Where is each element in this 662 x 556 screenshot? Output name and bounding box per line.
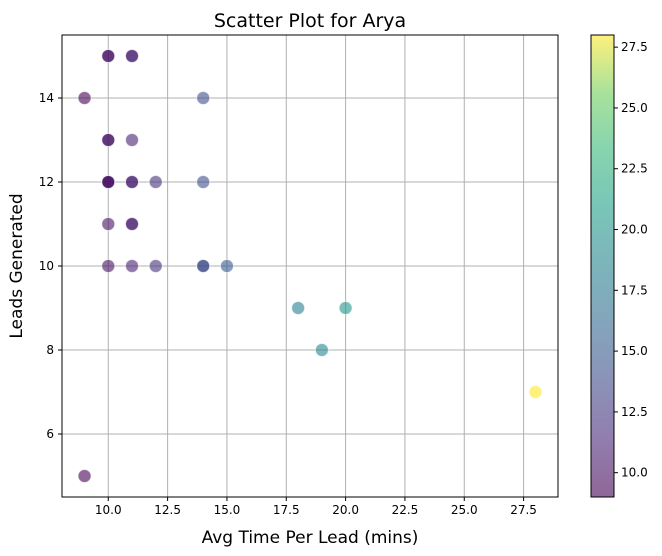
y-tick-label: 6	[46, 427, 54, 441]
y-tick-label: 14	[39, 91, 54, 105]
data-point	[125, 217, 140, 231]
x-tick-label: 12.5	[154, 503, 181, 517]
colorbar-fill	[591, 35, 614, 497]
colorbar-tick-label: 15.0	[621, 344, 648, 358]
data-point	[125, 133, 140, 147]
data-point	[291, 301, 306, 315]
x-tick-label: 20.0	[332, 503, 359, 517]
data-point	[101, 49, 116, 63]
grid-lines	[62, 35, 558, 497]
data-point	[77, 469, 92, 483]
x-axis-label: Avg Time Per Lead (mins)	[202, 528, 419, 548]
colorbar: 10.0 12.5 15.0 17.5 20.0 22.5 25.0 27.5	[590, 34, 648, 498]
y-tick-label: 8	[46, 343, 54, 357]
colorbar-tick-label: 22.5	[621, 162, 648, 176]
data-point	[338, 301, 353, 315]
data-point	[77, 91, 92, 105]
data-point	[196, 175, 211, 189]
x-tick-label: 10.0	[95, 503, 122, 517]
colorbar-tick-label: 17.5	[621, 283, 648, 297]
data-point	[148, 259, 163, 273]
data-point	[125, 175, 140, 189]
data-point	[196, 259, 211, 273]
colorbar-tick-label: 27.5	[621, 40, 648, 54]
data-points	[77, 49, 543, 483]
x-axis-ticks: 10.0 12.5 15.0 17.5 20.0 22.5 25.0 27.5	[95, 497, 537, 517]
data-point	[148, 175, 163, 189]
x-tick-label: 15.0	[214, 503, 241, 517]
data-point	[101, 217, 116, 231]
data-point	[101, 133, 116, 147]
data-point	[125, 49, 140, 63]
chart-title: Scatter Plot for Arya	[214, 10, 406, 32]
x-tick-label: 17.5	[273, 503, 300, 517]
data-point	[101, 175, 116, 189]
colorbar-tick-label: 20.0	[621, 223, 648, 237]
colorbar-ticks: 10.0 12.5 15.0 17.5 20.0 22.5 25.0 27.5	[614, 40, 648, 480]
data-point	[314, 343, 329, 357]
colorbar-tick-label: 12.5	[621, 405, 648, 419]
y-axis-label: Leads Generated	[7, 193, 27, 338]
colorbar-frame	[590, 34, 615, 498]
x-tick-label: 27.5	[510, 503, 537, 517]
y-tick-label: 12	[39, 175, 54, 189]
data-point	[219, 259, 234, 273]
data-point	[528, 385, 543, 399]
colorbar-tick-label: 10.0	[621, 466, 648, 480]
data-point	[125, 259, 140, 273]
y-tick-label: 10	[39, 259, 54, 273]
data-point	[196, 91, 211, 105]
y-axis-ticks: 6 8 10 12 14	[39, 91, 62, 441]
x-tick-label: 25.0	[451, 503, 478, 517]
x-tick-label: 22.5	[392, 503, 419, 517]
data-point	[101, 259, 116, 273]
colorbar-tick-label: 25.0	[621, 101, 648, 115]
